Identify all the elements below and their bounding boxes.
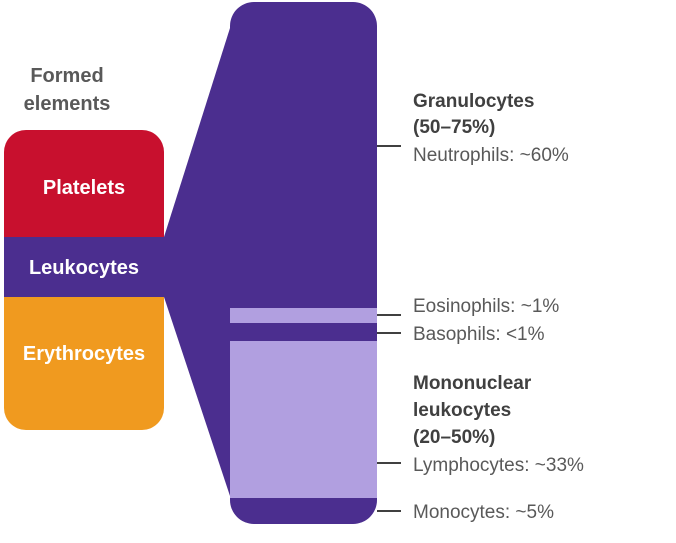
leukocyte-breakdown-bar — [230, 2, 377, 524]
heading-line-1: Formed — [30, 65, 104, 87]
basophils-label: Basophils: <1% — [413, 324, 545, 345]
erythrocytes-segment — [4, 297, 164, 430]
neutrophils-segment — [230, 2, 377, 308]
erythrocytes-label: Erythrocytes — [23, 343, 145, 365]
granulocytes-title-line-2: (50–75%) — [413, 117, 495, 138]
mononuclear-title-line-1: Mononuclear — [413, 373, 532, 394]
neutrophils-label: Neutrophils: ~60% — [413, 145, 569, 166]
eosinophils-segment — [230, 308, 377, 323]
monocytes-label: Monocytes: ~5% — [413, 502, 554, 523]
mononuclear-title-line-2: leukocytes — [413, 400, 511, 421]
lymphocytes-segment — [230, 341, 377, 498]
leukocytes-segment — [4, 237, 164, 297]
mononuclear-title-line-3: (20–50%) — [413, 427, 495, 448]
diagram-heading: Formed elements — [12, 62, 122, 118]
heading-line-2: elements — [23, 93, 111, 115]
zoom-connector — [164, 28, 230, 496]
granulocytes-title-line-1: Granulocytes — [413, 91, 534, 112]
leukocytes-label: Leukocytes — [29, 257, 139, 279]
platelets-label: Platelets — [43, 177, 125, 199]
platelets-segment — [4, 130, 164, 237]
basophils-segment — [230, 323, 377, 341]
formed-elements-bar — [4, 130, 164, 430]
eosinophils-label: Eosinophils: ~1% — [413, 296, 559, 317]
monocytes-segment — [230, 498, 377, 524]
lymphocytes-label: Lymphocytes: ~33% — [413, 455, 584, 476]
